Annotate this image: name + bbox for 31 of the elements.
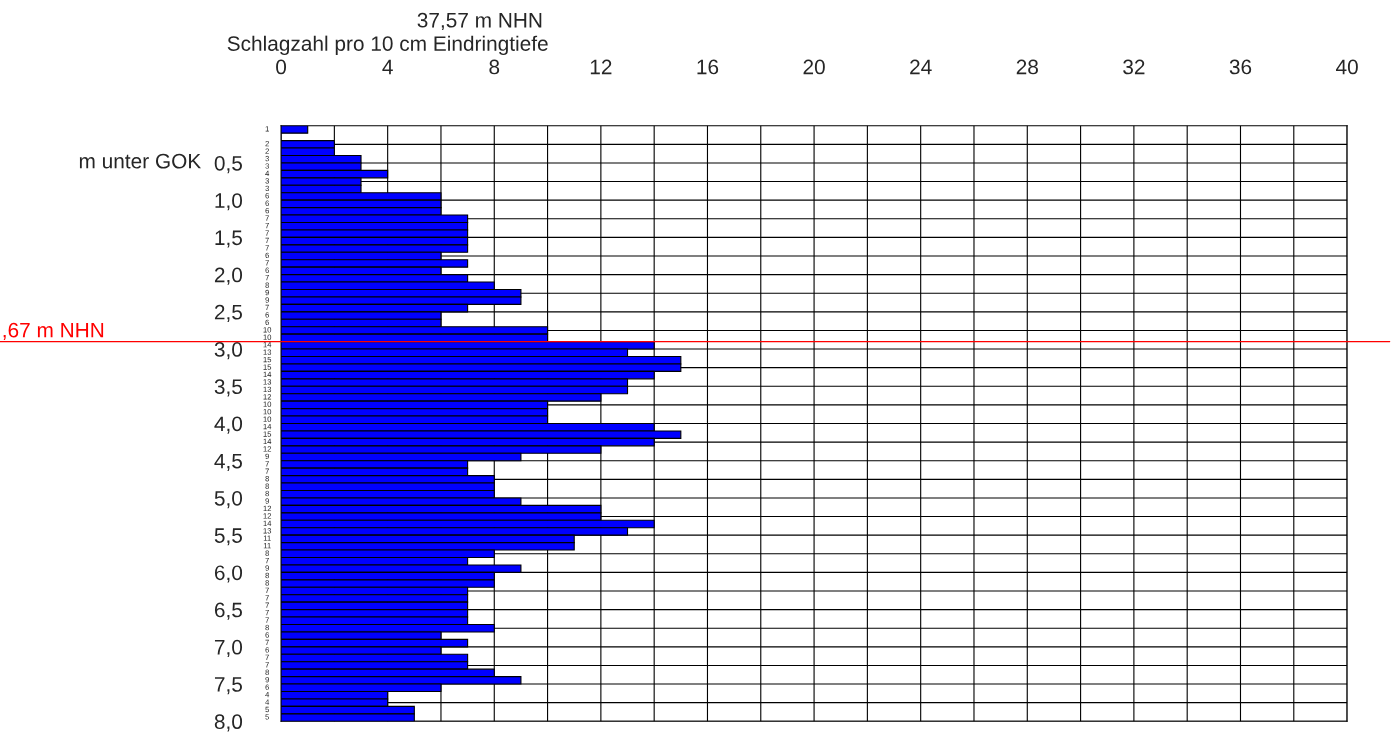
y-tick-label: 4,5 <box>214 453 242 471</box>
ref-line-label: ,67 m NHN <box>3 322 104 340</box>
y-tick-label: 0,5 <box>214 155 242 174</box>
y-tick-label: 2,0 <box>214 267 243 285</box>
y-tick-label: 7,0 <box>214 639 243 658</box>
x-tick-label: 24 <box>910 59 932 75</box>
x-tick-label: 8 <box>489 59 500 75</box>
y-tick-label: 7,5 <box>214 677 242 695</box>
y-tick-label: 1,0 <box>215 193 243 211</box>
x-tick-label: 20 <box>803 59 825 75</box>
y-tick-label: 8,0 <box>214 714 243 732</box>
y-tick-label: 1,5 <box>215 230 242 248</box>
x-tick-label: 0 <box>276 59 287 75</box>
y-tick-label: 6,5 <box>214 602 242 620</box>
y-tick-label: 2,5 <box>214 304 242 323</box>
x-tick-label: 40 <box>1335 59 1358 75</box>
x-tick-label: 12 <box>590 59 612 75</box>
chart-title: 37,57 m NHN <box>417 12 542 31</box>
y-tick-label: 5,5 <box>214 528 242 546</box>
y-axis-title: m unter GOK <box>79 153 201 169</box>
x-axis-title: Schlagzahl pro 10 cm Eindringtiefe <box>227 35 548 56</box>
y-tick-label: 3,5 <box>214 379 242 397</box>
x-tick-label: 32 <box>1123 59 1145 75</box>
x-tick-label: 4 <box>382 59 393 75</box>
y-tick-label: 3,0 <box>214 342 243 360</box>
y-tick-label: 5,0 <box>214 490 243 509</box>
y-tick-label: 4,0 <box>214 416 243 434</box>
y-tick-label: 6,0 <box>214 565 243 583</box>
x-tick-label: 36 <box>1229 59 1252 75</box>
x-tick-label: 28 <box>1016 59 1038 75</box>
x-tick-label: 16 <box>697 59 719 75</box>
